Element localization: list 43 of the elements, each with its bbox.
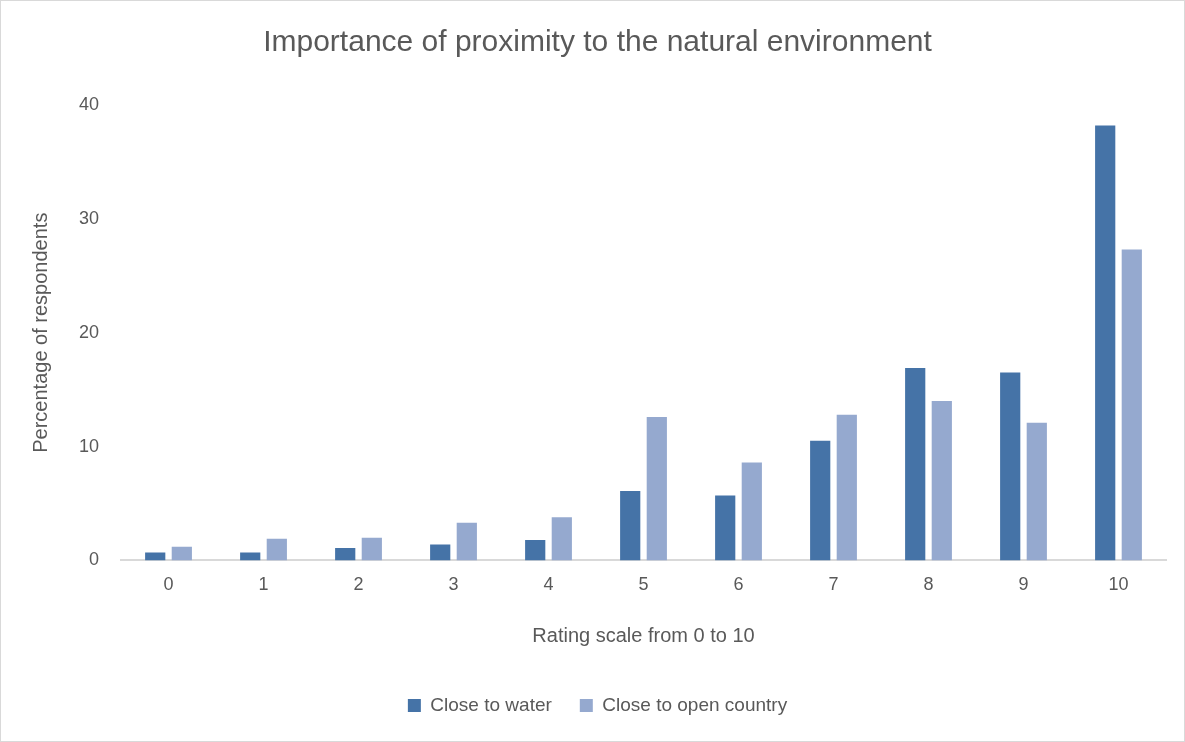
- bar: [646, 416, 667, 561]
- x-tick-label: 10: [1108, 574, 1129, 595]
- bar: [525, 539, 546, 561]
- bar: [931, 401, 952, 561]
- bar: [335, 547, 356, 561]
- x-tick-label: 1: [258, 574, 269, 595]
- y-axis-title: Percentage of respondents: [28, 212, 51, 453]
- bar: [1000, 372, 1021, 561]
- x-axis-title: Rating scale from 0 to 10: [532, 623, 755, 646]
- bar: [430, 544, 451, 561]
- bar: [1026, 422, 1047, 561]
- bar: [810, 440, 831, 561]
- y-tick-label: 10: [78, 435, 100, 456]
- x-tick-label: 5: [638, 574, 649, 595]
- y-tick-label: 0: [89, 549, 100, 570]
- x-tick-label: 9: [1018, 574, 1029, 595]
- x-tick-label: 2: [353, 574, 364, 595]
- bar: [551, 517, 572, 561]
- chart-title: Importance of proximity to the natural environment: [263, 24, 933, 58]
- x-tick-label: 0: [163, 574, 174, 595]
- bar: [145, 552, 166, 561]
- bar: [171, 546, 192, 561]
- bar: [715, 495, 736, 561]
- bar: [1095, 125, 1116, 561]
- bar: [456, 522, 477, 561]
- bar: [240, 552, 261, 561]
- y-tick-label: 30: [78, 207, 100, 228]
- y-tick-label: 20: [78, 321, 100, 342]
- y-tick-label: 40: [78, 93, 100, 114]
- legend-label: Close to water: [430, 693, 553, 715]
- bar: [1121, 249, 1142, 561]
- bar: [836, 414, 857, 561]
- bar: [361, 537, 382, 561]
- bar: [620, 490, 641, 561]
- bar: [741, 462, 762, 561]
- x-tick-label: 6: [733, 574, 744, 595]
- x-tick-label: 8: [923, 574, 934, 595]
- x-tick-label: 3: [448, 574, 459, 595]
- x-tick-label: 7: [828, 574, 839, 595]
- bar: [905, 367, 926, 561]
- x-tick-label: 4: [543, 574, 554, 595]
- legend-label: Close to open country: [602, 693, 788, 715]
- bar: [266, 538, 287, 561]
